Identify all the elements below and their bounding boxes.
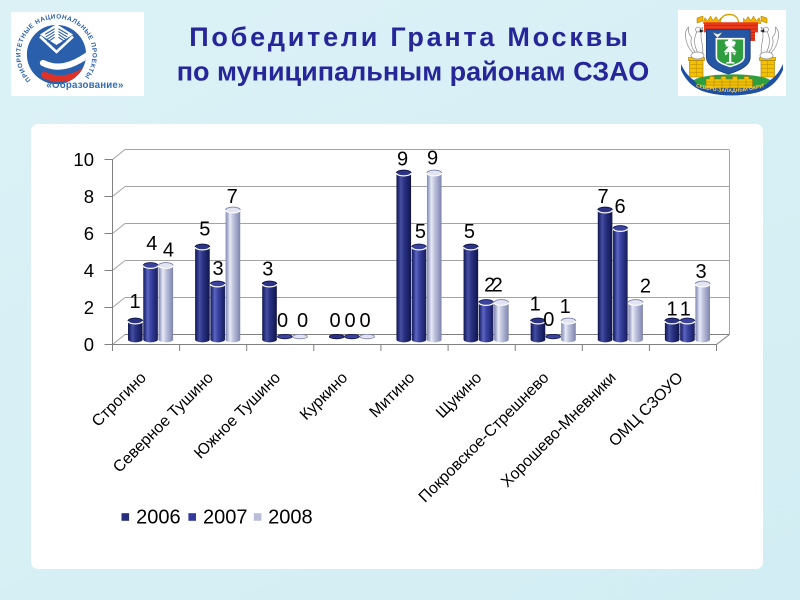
svg-text:6: 6 <box>84 223 94 244</box>
svg-text:0: 0 <box>297 310 308 332</box>
svg-text:4: 4 <box>84 260 94 281</box>
svg-text:7: 7 <box>227 186 238 208</box>
svg-text:«Образование»: «Образование» <box>46 80 123 91</box>
svg-text:Куркино: Куркино <box>297 369 351 423</box>
svg-text:9: 9 <box>427 148 438 170</box>
svg-text:Строгино: Строгино <box>89 369 150 430</box>
svg-text:9: 9 <box>397 149 408 171</box>
svg-text:0: 0 <box>344 310 355 332</box>
svg-text:1: 1 <box>129 291 140 313</box>
svg-text:2008: 2008 <box>268 506 313 528</box>
svg-text:2: 2 <box>484 274 495 296</box>
svg-text:3: 3 <box>212 258 223 280</box>
svg-text:4: 4 <box>146 233 157 255</box>
svg-text:2007: 2007 <box>203 506 248 528</box>
svg-text:1: 1 <box>560 296 571 318</box>
svg-text:1: 1 <box>666 299 677 321</box>
svg-text:8: 8 <box>84 186 94 207</box>
svg-text:10: 10 <box>73 149 94 170</box>
svg-text:Митино: Митино <box>367 369 419 421</box>
svg-text:5: 5 <box>415 221 426 243</box>
svg-text:5: 5 <box>199 219 210 241</box>
svg-text:0: 0 <box>84 334 94 355</box>
svg-text:0: 0 <box>329 310 340 332</box>
svg-text:3: 3 <box>262 258 273 280</box>
svg-text:по муниципальным районам СЗАО: по муниципальным районам СЗАО <box>177 57 650 87</box>
svg-text:7: 7 <box>598 186 609 208</box>
svg-text:0: 0 <box>359 310 370 332</box>
svg-text:Покровское-Стрешнево: Покровское-Стрешнево <box>416 369 553 506</box>
svg-text:1: 1 <box>680 299 691 321</box>
svg-text:0: 0 <box>543 309 554 331</box>
svg-text:Щукино: Щукино <box>433 369 485 421</box>
svg-text:2: 2 <box>492 274 503 296</box>
svg-text:Победители Гранта Москвы: Победители Гранта Москвы <box>189 22 630 52</box>
svg-text:4: 4 <box>163 240 174 262</box>
svg-text:5: 5 <box>464 221 475 243</box>
svg-text:2: 2 <box>640 276 651 298</box>
svg-text:3: 3 <box>695 261 706 283</box>
svg-text:6: 6 <box>614 196 625 218</box>
svg-text:Хорошево-Мневники: Хорошево-Мневники <box>498 369 619 490</box>
svg-text:0: 0 <box>277 310 288 332</box>
svg-text:2: 2 <box>84 297 94 318</box>
svg-text:1: 1 <box>530 294 541 316</box>
svg-text:2006: 2006 <box>136 506 181 528</box>
